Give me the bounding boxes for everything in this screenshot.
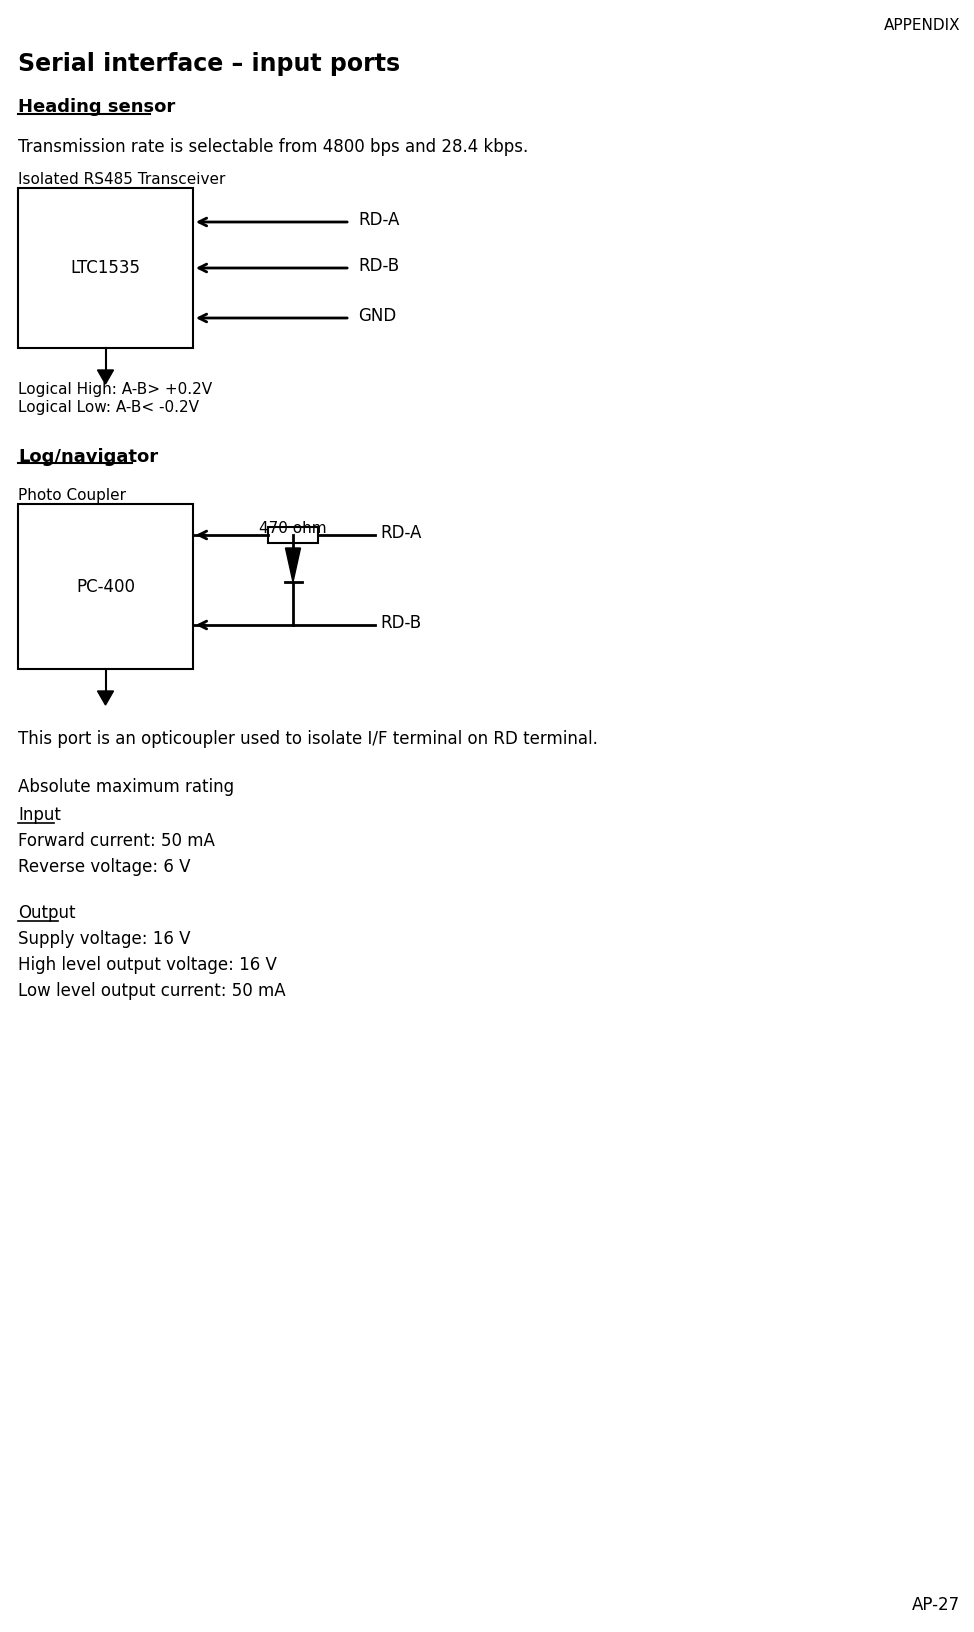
Text: Logical High: A-B> +0.2V: Logical High: A-B> +0.2V bbox=[18, 382, 212, 397]
Text: Output: Output bbox=[18, 904, 76, 922]
Bar bbox=[268, 527, 318, 543]
Text: This port is an opticoupler used to isolate I/F terminal on RD terminal.: This port is an opticoupler used to isol… bbox=[18, 730, 598, 747]
Text: PC-400: PC-400 bbox=[76, 578, 135, 596]
Text: Serial interface – input ports: Serial interface – input ports bbox=[18, 52, 400, 77]
Polygon shape bbox=[97, 370, 114, 384]
Polygon shape bbox=[285, 548, 301, 583]
Text: Log/navigator: Log/navigator bbox=[18, 449, 158, 467]
Bar bbox=[18, 504, 193, 669]
Text: RD-B: RD-B bbox=[358, 256, 399, 276]
Text: AP-27: AP-27 bbox=[912, 1596, 960, 1614]
Text: RD-B: RD-B bbox=[380, 614, 421, 632]
Text: High level output voltage: 16 V: High level output voltage: 16 V bbox=[18, 956, 277, 974]
Text: Heading sensor: Heading sensor bbox=[18, 98, 175, 116]
Text: Logical Low: A-B< -0.2V: Logical Low: A-B< -0.2V bbox=[18, 400, 199, 415]
Text: Isolated RS485 Transceiver: Isolated RS485 Transceiver bbox=[18, 171, 225, 188]
Text: RD-A: RD-A bbox=[358, 211, 399, 228]
Polygon shape bbox=[97, 690, 114, 705]
Text: Photo Coupler: Photo Coupler bbox=[18, 488, 126, 503]
Text: RD-A: RD-A bbox=[380, 524, 422, 542]
Text: Reverse voltage: 6 V: Reverse voltage: 6 V bbox=[18, 858, 191, 876]
Text: 470 ohm: 470 ohm bbox=[259, 521, 327, 535]
Bar bbox=[18, 188, 193, 348]
Text: Forward current: 50 mA: Forward current: 50 mA bbox=[18, 832, 215, 850]
Text: GND: GND bbox=[358, 307, 396, 325]
Text: Input: Input bbox=[18, 806, 60, 824]
Text: Absolute maximum rating: Absolute maximum rating bbox=[18, 778, 234, 796]
Text: APPENDIX: APPENDIX bbox=[883, 18, 960, 33]
Text: Transmission rate is selectable from 4800 bps and 28.4 kbps.: Transmission rate is selectable from 480… bbox=[18, 139, 528, 157]
Text: Supply voltage: 16 V: Supply voltage: 16 V bbox=[18, 930, 191, 948]
Text: LTC1535: LTC1535 bbox=[70, 259, 140, 277]
Text: Low level output current: 50 mA: Low level output current: 50 mA bbox=[18, 982, 285, 1000]
